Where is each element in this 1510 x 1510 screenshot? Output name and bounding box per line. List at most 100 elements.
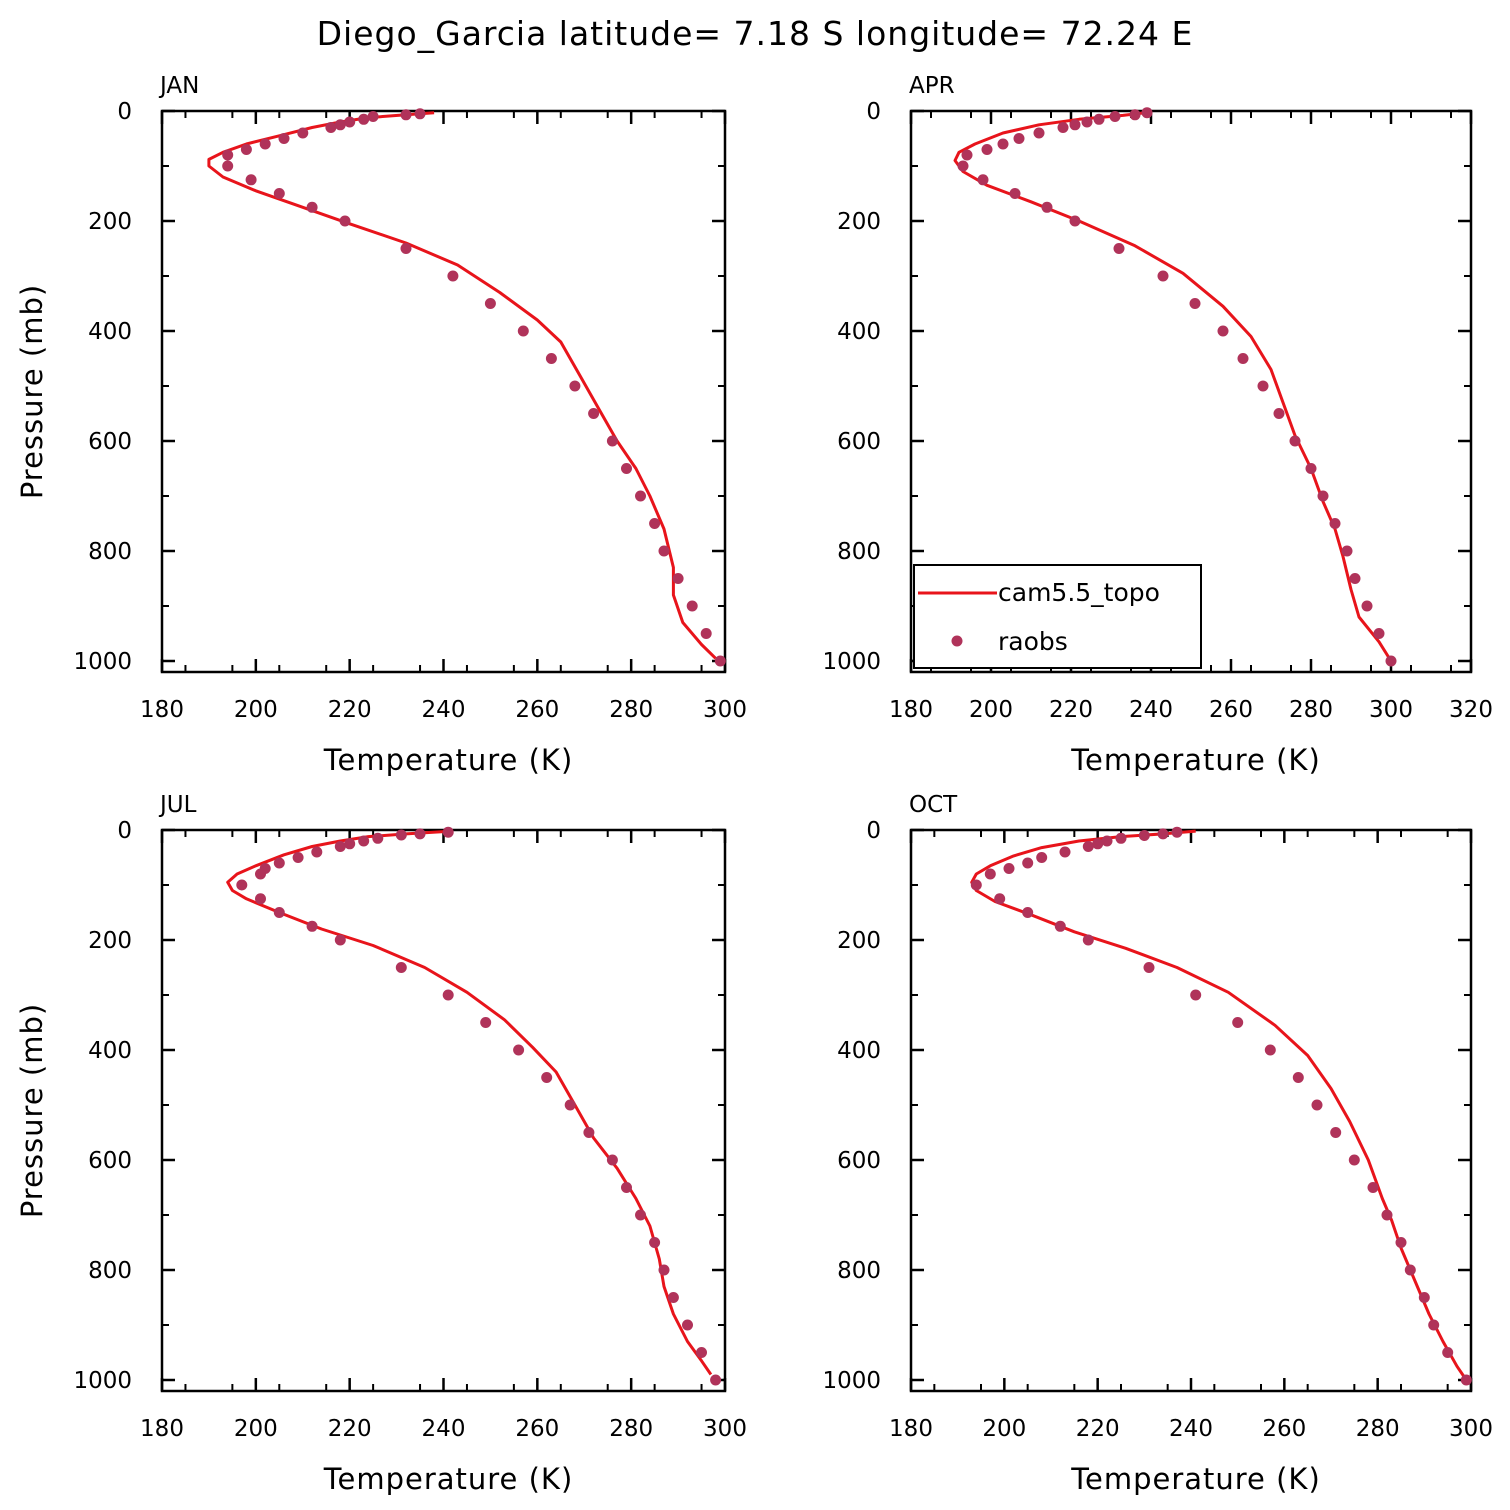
obs-point: [480, 1017, 492, 1028]
obs-point: [1264, 1044, 1276, 1056]
x-tick-label: 180: [889, 1416, 933, 1442]
obs-point: [1143, 962, 1155, 973]
obs-point: [306, 920, 318, 932]
obs-point: [1082, 934, 1094, 946]
obs-point: [306, 201, 318, 213]
obs-point: [1036, 852, 1048, 863]
x-axis-title: Temperature (K): [323, 743, 574, 777]
legend-obs-label: raobs: [998, 627, 1068, 656]
obs-point: [344, 838, 356, 850]
obs-point: [311, 846, 323, 858]
y-axis-title: Pressure (mb): [15, 284, 49, 499]
y-tick-label: 800: [837, 1258, 881, 1284]
obs-point: [710, 1374, 722, 1386]
obs-point: [635, 490, 646, 502]
obs-point: [667, 1292, 679, 1303]
obs-point: [649, 518, 661, 529]
obs-point: [588, 408, 600, 419]
y-ticks: 0 200 400 600 800 1000: [73, 99, 725, 675]
obs-point: [447, 270, 459, 282]
x-tick-label: 240: [1169, 1416, 1213, 1442]
x-axis-title: Temperature (K): [323, 1462, 574, 1496]
obs-point: [1057, 122, 1069, 133]
obs-point: [372, 832, 384, 844]
obs-point: [1460, 1374, 1472, 1386]
obs-point: [273, 907, 285, 918]
x-tick-label: 280: [1356, 1416, 1400, 1442]
obs-point: [1305, 463, 1317, 474]
obs-point: [1317, 490, 1329, 502]
obs-point: [545, 353, 557, 364]
obs-point: [1069, 215, 1081, 227]
x-tick-label: 260: [515, 697, 559, 723]
obs-point: [442, 989, 454, 1001]
obs-point: [1113, 243, 1125, 254]
y-tick-label: 200: [88, 209, 132, 235]
obs-point: [358, 835, 370, 847]
obs-point: [222, 160, 234, 172]
obs-point: [1081, 116, 1093, 128]
obs-point: [1109, 111, 1121, 122]
y-tick-label: 400: [837, 1038, 881, 1064]
obs-points: [970, 826, 1472, 1386]
obs-point: [569, 380, 581, 392]
obs-point: [442, 826, 454, 838]
obs-point: [484, 298, 496, 309]
y-tick-label: 1000: [73, 1368, 132, 1394]
x-tick-label: 300: [703, 697, 747, 723]
obs-point: [278, 133, 290, 144]
obs-point: [400, 109, 412, 121]
x-tick-label: 300: [1369, 697, 1413, 723]
obs-point: [1373, 628, 1385, 639]
obs-point: [255, 893, 266, 905]
panel-label: OCT: [909, 792, 958, 818]
obs-point: [414, 108, 426, 120]
legend-box: [913, 564, 1202, 669]
x-tick-label: 300: [703, 1416, 747, 1442]
y-tick-label: 400: [837, 319, 881, 345]
obs-point: [1381, 1209, 1393, 1221]
obs-point: [400, 243, 412, 254]
obs-point: [621, 1182, 632, 1193]
figure-title: Diego_Garcia latitude= 7.18 S longitude=…: [317, 14, 1194, 53]
x-axis-title: Temperature (K): [1070, 743, 1321, 777]
obs-point: [1101, 835, 1113, 847]
obs-point: [1189, 298, 1201, 309]
panel-apr: APR 180 200 220 240 260 280 300 320 0 200 400 600 800…: [822, 73, 1493, 777]
y-tick-label: 600: [837, 429, 881, 455]
y-tick-label: 1000: [73, 649, 132, 675]
x-tick-label: 200: [234, 1416, 278, 1442]
obs-point: [583, 1127, 595, 1138]
obs-point: [339, 215, 351, 227]
model-profile-line: [226, 830, 713, 1376]
obs-point: [1069, 119, 1081, 131]
y-tick-label: 1000: [822, 1368, 881, 1394]
x-tick-label: 240: [1129, 697, 1173, 723]
x-ticks: 180 200 220 240 260 280 300: [889, 830, 1493, 1442]
obs-points: [236, 826, 722, 1386]
obs-point: [1171, 826, 1183, 838]
obs-point: [273, 188, 285, 199]
obs-point: [1404, 1264, 1416, 1276]
x-tick-label: 180: [889, 697, 933, 723]
y-tick-label: 800: [88, 1258, 132, 1284]
obs-point: [1157, 828, 1169, 840]
y-ticks: 0 200 400 600 800 1000: [822, 99, 1471, 675]
obs-point: [367, 111, 379, 122]
obs-point: [1292, 1072, 1304, 1083]
x-tick-label: 180: [140, 697, 184, 723]
obs-point: [635, 1209, 646, 1221]
y-axis-title: Pressure (mb): [15, 1003, 49, 1218]
y-tick-label: 0: [117, 99, 132, 125]
obs-point: [297, 127, 309, 139]
y-ticks: 0 200 400 600 800 1000: [822, 818, 1471, 1394]
obs-point: [245, 174, 257, 186]
obs-point: [513, 1044, 525, 1056]
obs-point: [1418, 1292, 1430, 1303]
obs-point: [1157, 270, 1169, 282]
y-tick-label: 0: [866, 818, 881, 844]
obs-point: [1442, 1347, 1454, 1358]
obs-point: [1289, 435, 1301, 447]
obs-point: [621, 463, 632, 474]
obs-point: [1385, 655, 1397, 667]
